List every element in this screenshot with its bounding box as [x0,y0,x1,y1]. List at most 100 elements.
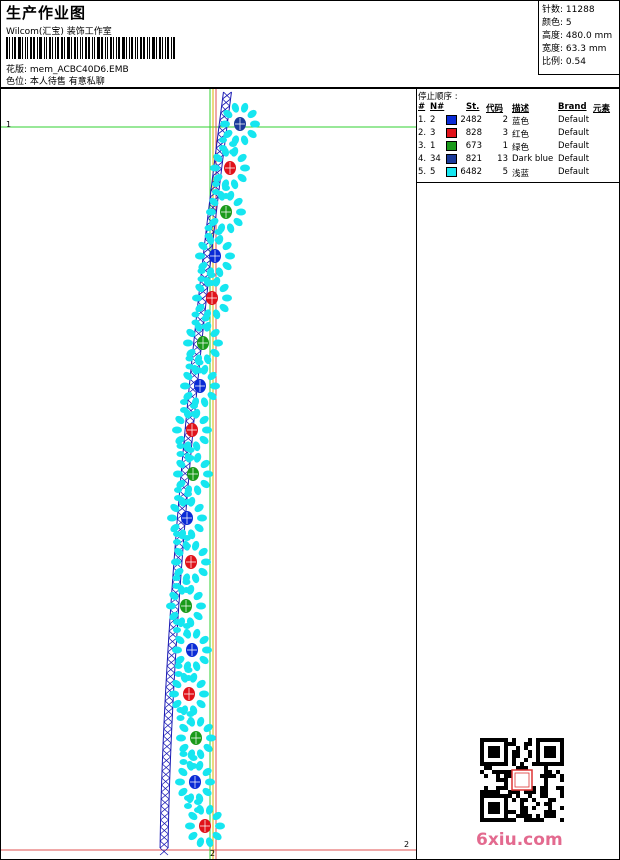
leaf-stitch [169,591,179,601]
qr-module [560,790,564,794]
qr-module [492,810,496,814]
qr-module [492,794,496,798]
qr-module [520,814,524,818]
leaf-stitch [247,129,257,139]
qr-module [536,746,540,750]
leaf-stitch [191,311,200,318]
qr-module [484,786,488,790]
barcode-bar [94,37,95,59]
qr-module [504,754,508,758]
marker-bottom-right: 2 [404,840,410,849]
qr-module [480,810,484,814]
leaf-stitch [203,276,212,287]
leaf-stitch [212,309,221,320]
qr-module [548,738,552,742]
barcode-bar [12,37,13,59]
leaf-stitch [222,294,232,302]
leaf-stitch [212,181,220,187]
stop-sequence-title: 停止顺序 : [418,92,458,102]
barcode-bar [49,37,51,59]
color-row-desc: 浅蓝 [512,169,530,179]
barcode-bar [152,37,155,59]
leaf-stitch [174,567,184,577]
barcode-bar [61,37,63,59]
qr-module [500,778,504,782]
leaf-stitch [172,426,182,434]
color-row-code: 1 [502,141,508,151]
barcode-bar [116,37,117,59]
qr-module [496,806,500,810]
leaf-stitch [199,690,209,698]
leaf-stitch [182,579,191,585]
color-row: 5. 5 6482 5 浅蓝 Default [416,167,620,179]
qr-module [520,806,524,810]
qr-module [540,738,544,742]
barcode-bar [129,37,130,59]
qr-module [528,818,532,822]
qr-module [544,766,548,770]
leaf-stitch [180,382,190,390]
leaf-stitch [176,451,185,457]
qr-module [536,814,540,818]
embroidery-design [1,89,416,859]
qr-module [528,814,532,818]
qr-module [488,738,492,742]
leaf-stitch [200,397,209,408]
color-row-desc: 蓝色 [512,117,530,127]
qr-module [556,738,560,742]
leaf-stitch [192,408,201,419]
barcode-bar [131,37,133,59]
qr-module [544,746,548,750]
col-num: # [418,102,426,112]
color-row-brand: Default [558,128,590,138]
qr-module [492,818,496,822]
leaf-stitch [237,173,247,183]
barcode-bar [171,37,172,59]
barcode-bar [67,37,70,59]
barcode-bar [14,37,16,59]
color-row: 1. 2 2482 2 蓝色 Default [416,115,620,127]
leaf-stitch [199,635,209,645]
leaf-stitch [200,479,210,489]
qr-module [480,802,484,806]
qr-module [508,794,512,798]
qr-module [536,762,540,766]
leaf-stitch [169,690,179,698]
barcode-bar [82,37,83,59]
leaf-stitch [206,234,215,245]
qr-module [508,810,512,814]
leaf-stitch [176,707,185,713]
qr-module [548,750,552,754]
qr-module [540,762,544,766]
flower-center-stitch [188,468,198,480]
seal-stamp-inner [514,772,530,788]
qr-module [500,762,504,766]
color-row-brand: Default [558,115,590,125]
barcode-bar [137,37,138,59]
stat-scale: 比例: 0.54 [542,57,586,67]
leaf-stitch [226,223,235,234]
col-element: 元素 [593,104,611,114]
barcode-bar [9,37,10,59]
leaf-stitch [198,241,208,251]
leaf-stitch [197,276,206,282]
qr-module [560,758,564,762]
qr-module [560,754,564,758]
col-code: 代码 [486,104,504,114]
barcode-bar [33,37,35,59]
color-row-st: 828 [465,128,482,138]
stats-panel: 针数: 11288 颜色: 5 高度: 480.0 mm 宽度: 63.3 mm… [542,4,612,69]
leaf-stitch [209,217,219,227]
leaf-stitch [233,217,243,227]
qr-module [512,810,516,814]
qr-module [532,790,536,794]
qr-module [560,778,564,782]
qr-module [484,794,488,798]
color-swatch [446,141,457,151]
leaf-stitch [189,755,198,761]
leaf-stitch [217,190,226,201]
leaf-stitch [210,348,220,358]
qr-module [536,818,540,822]
qr-module [496,818,500,822]
leaf-stitch [183,391,193,401]
